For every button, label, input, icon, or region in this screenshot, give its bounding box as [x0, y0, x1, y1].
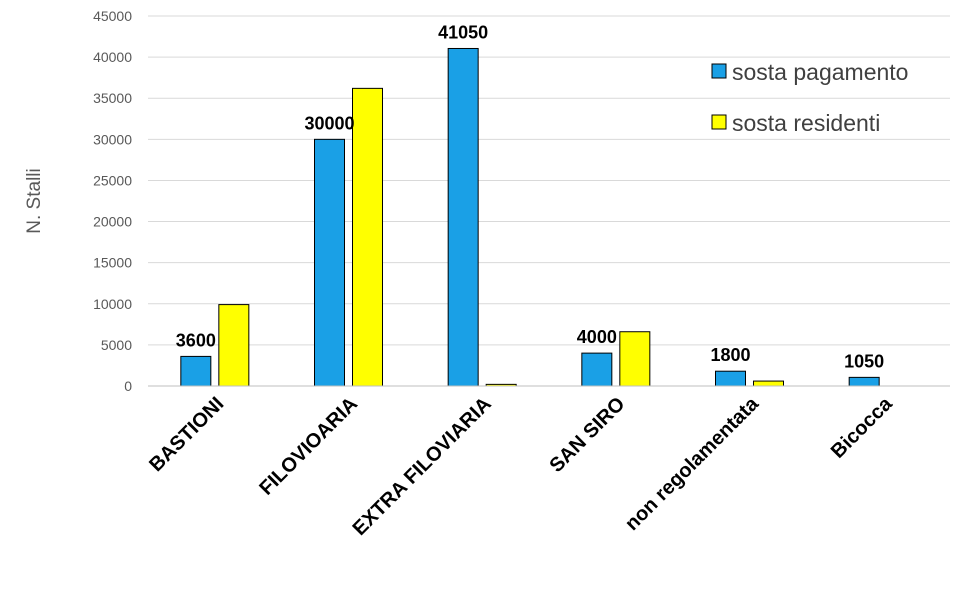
- bar-sosta-pagamento: [581, 352, 613, 387]
- y-tick-label: 15000: [93, 255, 132, 271]
- legend-swatch-sosta-pagamento: [711, 63, 727, 79]
- legend-label-sosta-residenti: sosta residenti: [732, 110, 880, 136]
- y-axis-ticks: 0 5000 10000 15000 20000 25000 30000 35000 40000…: [93, 8, 132, 394]
- x-category-label: Bicocca: [827, 392, 897, 462]
- y-tick-label: 40000: [93, 49, 132, 65]
- bar-sosta-residenti: [753, 380, 784, 387]
- bar-sosta-pagamento: [180, 355, 212, 387]
- x-category-label: EXTRA FILOVIARIA: [349, 393, 496, 540]
- bar-sosta-pagamento: [715, 370, 746, 387]
- y-tick-label: 45000: [93, 8, 132, 24]
- y-tick-label: 25000: [93, 172, 132, 188]
- bar-sosta-residenti: [619, 331, 651, 387]
- legend-label-sosta-pagamento: sosta pagamento: [732, 59, 908, 85]
- bars: [180, 47, 880, 387]
- gridlines: [148, 15, 950, 346]
- bar-sosta-pagamento: [314, 138, 345, 387]
- y-tick-label: 20000: [93, 214, 132, 230]
- legend-swatch-sosta-residenti: [711, 114, 727, 130]
- y-axis-label: N. Stalli: [24, 168, 45, 233]
- data-label: 30000: [304, 113, 354, 133]
- x-category-label: non regolamentata: [621, 392, 764, 535]
- y-tick-label: 35000: [93, 90, 132, 106]
- y-tick-label: 30000: [93, 131, 132, 147]
- data-label: 4000: [577, 327, 617, 347]
- y-tick-label: 10000: [93, 296, 132, 312]
- legend: sosta pagamento sosta residenti: [711, 59, 908, 136]
- data-labels: 3600 30000 41050 4000 1800 1050: [176, 22, 884, 371]
- data-label: 41050: [438, 22, 488, 42]
- bar-sosta-pagamento: [848, 376, 880, 387]
- data-label: 3600: [176, 330, 216, 350]
- bar-sosta-residenti: [218, 304, 250, 387]
- bar-sosta-residenti: [352, 87, 383, 387]
- y-tick-label: 0: [124, 378, 132, 394]
- x-category-label: SAN SIRO: [545, 393, 629, 477]
- data-label: 1050: [844, 351, 884, 371]
- y-tick-label: 5000: [101, 337, 132, 353]
- bar-sosta-pagamento: [447, 47, 479, 387]
- x-category-label: BASTIONI: [145, 393, 228, 476]
- x-category-label: FILOVIOARIA: [255, 393, 362, 500]
- data-label: 1800: [710, 345, 750, 365]
